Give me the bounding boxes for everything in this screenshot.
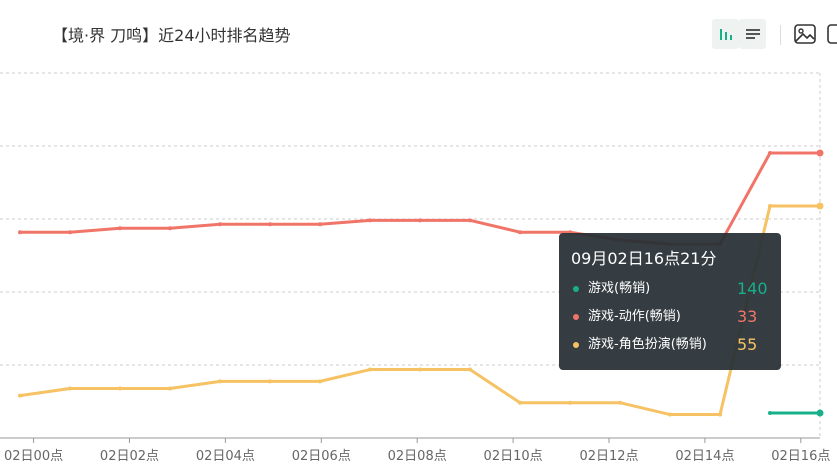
series-point (816, 149, 824, 157)
series-point (768, 151, 772, 155)
series-point (368, 218, 372, 223)
series-point (268, 379, 272, 384)
series-point (318, 379, 322, 384)
toolbar-divider (780, 25, 781, 45)
series-point (568, 400, 572, 405)
series-point (118, 226, 122, 231)
image-icon (793, 24, 816, 44)
chart-title: 【境·界 刀鸣】近24小时排名趋势 (52, 26, 291, 45)
series-point (618, 400, 622, 405)
x-axis: 02日00点 02日02点 02日04点 02日06点 02日08点 02日10点 02日1… (0, 437, 830, 464)
series-point (418, 367, 422, 372)
series-line (20, 151, 820, 246)
save-image-button[interactable] (791, 19, 818, 49)
series-point (168, 226, 172, 231)
tooltip-series-name: 游戏(畅销) (588, 281, 651, 296)
series-point (768, 411, 772, 415)
series-point (118, 386, 122, 391)
series-point (18, 230, 22, 235)
x-tick-label: 02日04点 (196, 449, 255, 464)
legend-dot-rpg (573, 342, 579, 348)
series-point (218, 222, 222, 227)
list-view-button[interactable] (739, 19, 766, 49)
tooltip-row-rpg: 游戏-角色扮演(畅销) 55 (571, 331, 769, 359)
series-point (68, 230, 72, 235)
tooltip-series-value: 55 (737, 335, 758, 354)
series-point (518, 230, 522, 235)
x-tick-label: 02日16点 (771, 449, 830, 464)
series-point (168, 386, 172, 391)
tooltip-row-game: 游戏(畅销) 140 (571, 275, 769, 303)
tooltip-time: 09月02日16点21分 (571, 249, 717, 268)
tooltip-series-name: 游戏-动作(畅销) (588, 309, 681, 324)
series-point (816, 409, 824, 417)
series-point (68, 386, 72, 391)
x-tick-label: 02日08点 (388, 449, 447, 464)
tooltip-series-value: 33 (737, 307, 758, 326)
list-icon (745, 29, 760, 39)
series-point (418, 218, 422, 223)
legend-dot-game (573, 286, 579, 292)
series-point (816, 202, 824, 210)
x-tick-label: 02日14点 (675, 449, 734, 464)
x-tick-label: 02日02点 (100, 449, 159, 464)
tooltip-row-action: 游戏-动作(畅销) 33 (571, 303, 769, 331)
x-tick-label: 02日06点 (292, 449, 351, 464)
legend-dot-action (573, 314, 579, 320)
x-tick-label: 02日10点 (484, 449, 543, 464)
bar-chart-toggle-button[interactable] (712, 19, 739, 49)
series-point (768, 204, 772, 208)
tooltip-series-value: 140 (737, 279, 768, 298)
series-point (268, 222, 272, 227)
bar-chart-icon (719, 29, 732, 40)
x-tick-label: 02日12点 (579, 449, 638, 464)
chart-tooltip: 09月02日16点21分 游戏(畅销) 140 游戏-动作(畅销) 33 游戏-… (559, 233, 781, 370)
series-point (668, 412, 672, 417)
series-point (218, 379, 222, 384)
series-point (368, 367, 372, 372)
series-point (318, 222, 322, 227)
x-tick-label: 02日00点 (4, 449, 63, 464)
series-point (468, 218, 472, 223)
series-point (518, 400, 522, 405)
tooltip-series-name: 游戏-角色扮演(畅销) (588, 337, 707, 352)
series-point (468, 367, 472, 372)
series-point (718, 412, 722, 417)
series-point (18, 393, 22, 398)
